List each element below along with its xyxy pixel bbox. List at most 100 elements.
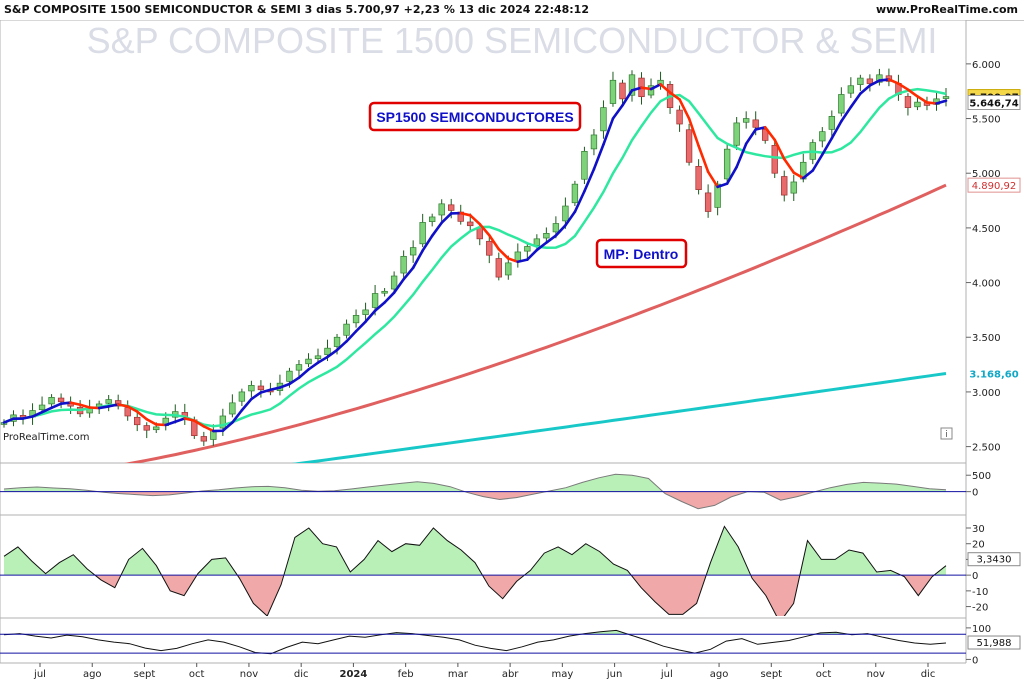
price-candle xyxy=(857,74,864,91)
price-candle xyxy=(229,394,236,418)
price-candle xyxy=(847,77,855,98)
price-candle xyxy=(486,236,493,264)
price-tag: 4.890,92 xyxy=(967,177,1021,193)
price-candle xyxy=(305,353,312,368)
ma-short-segment xyxy=(364,309,377,323)
ma-short-segment xyxy=(840,105,853,123)
price-candle xyxy=(685,123,693,166)
ma-short-segment xyxy=(602,117,615,146)
ma-short-segment xyxy=(107,403,120,408)
brand-label: ProRealTime.com xyxy=(3,432,89,443)
osc1-y-tick-label: 0 xyxy=(972,488,978,499)
price-candle xyxy=(581,146,588,185)
price-candle xyxy=(381,288,388,297)
ma-short-segment xyxy=(135,410,149,421)
osc2-y-tick-label: -10 xyxy=(972,587,988,598)
ma-short-segment xyxy=(402,266,415,281)
info-icon[interactable]: i xyxy=(940,427,953,440)
ma-short-segment xyxy=(173,417,187,424)
ma-short-segment xyxy=(630,86,643,92)
ma-short-segment xyxy=(2,417,15,424)
ma-short-segment xyxy=(497,247,510,260)
ma-short-segment xyxy=(782,157,796,174)
price-candle xyxy=(38,396,46,413)
price-candle xyxy=(238,388,246,407)
ma-short-segment xyxy=(183,417,196,422)
price-candle xyxy=(343,319,350,339)
watermark-text: S&P COMPOSITE 1500 SEMICONDUCTOR & SEMI xyxy=(87,20,938,61)
price-candle xyxy=(105,394,112,412)
price-candle xyxy=(819,127,826,148)
price-y-tick-label: 3.500 xyxy=(972,333,1001,344)
ma-short-segment xyxy=(668,91,681,101)
ma-long-line xyxy=(124,183,947,463)
ma-short-segment xyxy=(354,320,367,333)
ma-short-segment xyxy=(59,401,72,405)
ma-short-segment xyxy=(297,368,310,380)
ma-short-segment xyxy=(697,144,710,174)
price-candle xyxy=(609,71,617,107)
x-tick-label: feb xyxy=(398,669,414,680)
ma-short-segment xyxy=(440,212,453,225)
ma-short-segment xyxy=(678,98,691,120)
price-candle xyxy=(600,100,607,139)
ma-short-segment xyxy=(164,420,177,427)
price-y-tick-label: 4.000 xyxy=(972,279,1001,290)
svg-text:i: i xyxy=(945,430,948,440)
ma-short-segment xyxy=(316,355,329,364)
ma-short-segment xyxy=(878,78,891,82)
price-candle xyxy=(876,68,883,86)
x-tick-label: sept xyxy=(134,669,156,680)
price-candle xyxy=(571,180,579,207)
ma-short-segment xyxy=(564,210,577,227)
ma-short-segment xyxy=(507,257,520,264)
chart-header: S&P COMPOSITE 1500 SEMICONDUCTOR & SEMI … xyxy=(0,0,1024,21)
svg-text:4.890,92: 4.890,92 xyxy=(972,181,1017,192)
osc1-panel-frame xyxy=(0,462,967,516)
price-candle xyxy=(904,93,912,116)
osc3-line xyxy=(3,629,947,655)
ma-short-segment xyxy=(202,425,215,433)
osc3-last-value-tag: 51,988 xyxy=(967,635,1021,650)
price-candle xyxy=(248,380,255,398)
osc1-positive-area xyxy=(4,474,946,492)
price-candle xyxy=(438,199,445,222)
chart-area[interactable]: S&P COMPOSITE 1500 SEMICONDUCTOR & SEMI … xyxy=(0,20,1024,683)
osc3-y-tick-label: 100 xyxy=(972,624,991,635)
ma-short-segment xyxy=(126,405,139,413)
ma-short-segment xyxy=(573,189,586,214)
ma-short-segment xyxy=(250,391,263,401)
price-candle xyxy=(942,88,950,107)
ma-short-segment xyxy=(545,234,558,244)
ma-short-segment xyxy=(592,143,605,171)
ma-short-segment xyxy=(773,138,786,161)
svg-text:5.646,74: 5.646,74 xyxy=(969,98,1018,109)
ma-short-segment xyxy=(821,136,834,156)
price-candle xyxy=(704,184,712,218)
ma-short-segment xyxy=(269,386,282,392)
price-candle xyxy=(628,70,636,102)
x-tick-label: dic xyxy=(294,669,309,680)
x-tick-label: oct xyxy=(816,669,832,680)
ma-short-segment xyxy=(21,415,34,420)
ma-short-segment xyxy=(259,388,272,394)
ma-mid-line xyxy=(3,87,947,428)
price-candle xyxy=(733,117,740,151)
chart-header-url[interactable]: www.ProRealTime.com xyxy=(875,3,1018,16)
price-candle xyxy=(57,393,65,409)
ma-short-segment xyxy=(392,277,405,294)
ma-short-segment xyxy=(40,406,53,414)
x-tick-label: ago xyxy=(710,669,729,680)
price-candle xyxy=(695,159,702,195)
price-candle xyxy=(828,110,835,138)
osc3-panel-frame xyxy=(0,617,967,664)
price-candle xyxy=(362,302,369,321)
price-candle xyxy=(590,129,598,156)
axis-layer: jul ago sept oct nov dic 2024 feb mar abr may jun ju… xyxy=(33,663,935,680)
ma-short-segment xyxy=(906,88,919,98)
price-candle xyxy=(429,213,436,227)
ma-short-segment xyxy=(468,214,482,226)
price-candle xyxy=(409,240,417,263)
ma-short-segment xyxy=(459,211,472,217)
ma-short-segment xyxy=(31,410,44,418)
